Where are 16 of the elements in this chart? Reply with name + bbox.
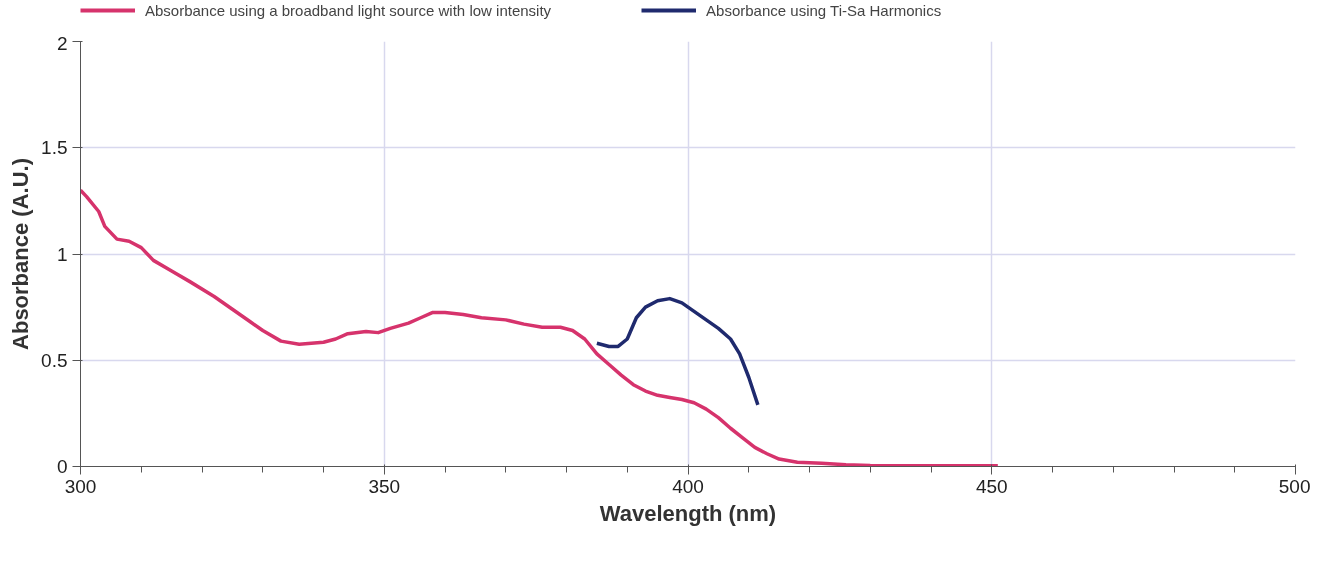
x-tick-label: 450	[975, 475, 1008, 497]
y-tick-label: 1.5	[41, 137, 68, 159]
legend-label: Absorbance using Ti-Sa Harmonics	[706, 1, 942, 19]
x-tick-label: 500	[1278, 475, 1311, 497]
legend-label: Absorbance using a broadband light source with low intensity	[145, 1, 552, 19]
y-tick-label: 2	[56, 32, 68, 54]
line-series	[595, 296, 760, 407]
y-tick-label: 0	[56, 456, 68, 477]
x-tick-label: 350	[368, 475, 401, 497]
x-tick-label: 400	[672, 475, 704, 497]
x-tick-label: 300	[64, 475, 97, 497]
y-axis-title: Absorbance (A.U.)	[8, 158, 34, 350]
x-axis-title: Wavelength (nm)	[599, 500, 777, 526]
y-tick-label: 0.5	[41, 349, 68, 371]
line-series	[80, 188, 1000, 467]
y-tick-label: 1	[56, 243, 68, 265]
